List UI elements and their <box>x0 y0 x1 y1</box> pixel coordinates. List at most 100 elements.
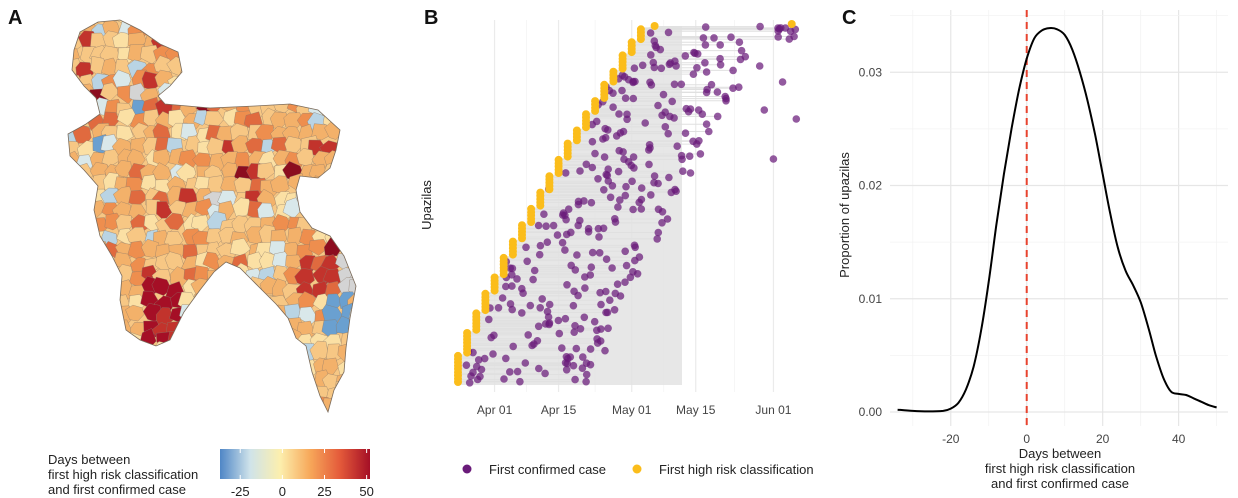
map-district <box>295 410 314 412</box>
map-district <box>68 398 85 412</box>
map-district <box>195 360 215 379</box>
map-district <box>282 197 303 219</box>
map-district <box>68 189 72 208</box>
map-district <box>257 368 277 388</box>
map-district <box>128 373 150 392</box>
panel-b-confirmed-point <box>664 28 673 37</box>
map-district <box>233 356 254 375</box>
map-district <box>322 36 342 57</box>
map-district <box>180 20 198 38</box>
map-district <box>231 330 251 350</box>
map-district <box>206 20 226 39</box>
panel-b-confirmed-point <box>611 215 619 223</box>
panel-b-confirmed-point <box>602 255 611 263</box>
panel-b-confirmed-point <box>689 70 698 78</box>
map-district <box>190 321 214 341</box>
map-district <box>312 175 332 194</box>
panel-b-confirmed-point <box>571 322 579 330</box>
map-district <box>90 358 113 378</box>
map-district <box>246 304 267 323</box>
map-district <box>222 395 240 412</box>
map-district <box>129 407 145 412</box>
panel-b-confirmed-point <box>663 215 672 223</box>
map-district <box>308 23 328 43</box>
panel-b-confirmed-point <box>569 301 578 310</box>
map-district <box>296 20 316 26</box>
legend-tick-label: 50 <box>359 484 373 498</box>
panel-c-y-tick-label: 0.01 <box>859 292 883 306</box>
map-district <box>68 240 83 260</box>
map-district <box>232 388 250 407</box>
map-district <box>78 409 98 412</box>
map-district <box>68 124 69 144</box>
map-district <box>115 413 131 430</box>
panel-b-confirmed-point <box>592 117 601 126</box>
map-district <box>301 33 320 54</box>
panel-b-confirmed-point <box>561 314 570 323</box>
panel-b-confirmed-point <box>465 379 474 387</box>
map-district <box>194 383 214 405</box>
map-district <box>268 31 288 51</box>
panel-b-x-ticks: Apr 01 Apr 15 May 01 May 15 Jun 01 <box>477 403 792 417</box>
map-district <box>323 218 343 236</box>
panel-b-confirmed-point <box>582 160 591 169</box>
map-district <box>326 20 345 37</box>
panel-b-confirmed-point <box>702 68 711 76</box>
panel-b-confirmed-point <box>534 322 543 331</box>
map-district <box>348 318 356 337</box>
panel-b-high-risk-point <box>499 253 508 262</box>
map-district <box>348 20 356 27</box>
panel-b-confirmed-point <box>650 172 659 180</box>
panel-b-confirmed-point <box>670 114 678 122</box>
panel-b-confirmed-point <box>489 350 497 358</box>
map-district <box>68 355 72 377</box>
map-district <box>230 20 251 23</box>
panel-b-confirmed-point <box>586 271 595 279</box>
map-district <box>311 20 330 27</box>
panel-b-confirmed-point <box>573 251 581 259</box>
panel-b-confirmed-point <box>513 367 522 376</box>
map-district <box>322 200 344 220</box>
panel-b-confirmed-point <box>729 84 737 92</box>
panel-b-confirmed-point <box>685 152 694 160</box>
map-district <box>311 32 332 52</box>
map-district <box>352 122 356 141</box>
map-district <box>75 290 93 311</box>
map-district <box>68 329 86 349</box>
map-district <box>183 74 201 91</box>
map-district <box>243 70 264 88</box>
map-district <box>234 85 255 105</box>
panel-b-confirmed-point <box>601 133 610 142</box>
panel-b-confirmed-point <box>587 198 596 207</box>
panel-b-confirmed-point <box>540 210 548 218</box>
map-district <box>68 239 71 260</box>
map-district <box>90 249 109 270</box>
panel-b-confirmed-point <box>567 228 575 237</box>
panel-b-confirmed-point <box>538 295 546 303</box>
panel-b-confirmed-point <box>498 294 507 302</box>
panel-b-confirmed-point <box>654 205 663 214</box>
map-district <box>231 279 250 299</box>
panel-b-confirmed-point <box>653 235 661 243</box>
map-district <box>183 355 203 375</box>
panel-c-x-axis-label-line-3: and first confirmed case <box>991 476 1129 491</box>
map-district <box>260 84 279 106</box>
panel-b-confirmed-point <box>581 284 589 292</box>
panel-b-high-risk-point <box>787 20 796 28</box>
map-district <box>283 68 305 87</box>
panel-b-confirmed-point <box>713 88 722 96</box>
panel-b-confirmed-point <box>716 54 724 63</box>
panel-b-confirmed-point <box>658 219 666 227</box>
map-district <box>350 150 356 169</box>
panel-b-high-risk-point <box>650 22 659 30</box>
panel-b-confirmed-point <box>518 309 526 317</box>
map-district <box>232 394 253 412</box>
map-district <box>332 33 354 51</box>
map-district <box>68 317 72 338</box>
map-district <box>68 60 70 80</box>
panel-b-confirmed-point <box>596 337 605 345</box>
map-district <box>308 239 329 256</box>
panel-b-confirmed-point <box>760 106 769 114</box>
map-district <box>50 215 68 234</box>
map-district <box>233 344 254 361</box>
